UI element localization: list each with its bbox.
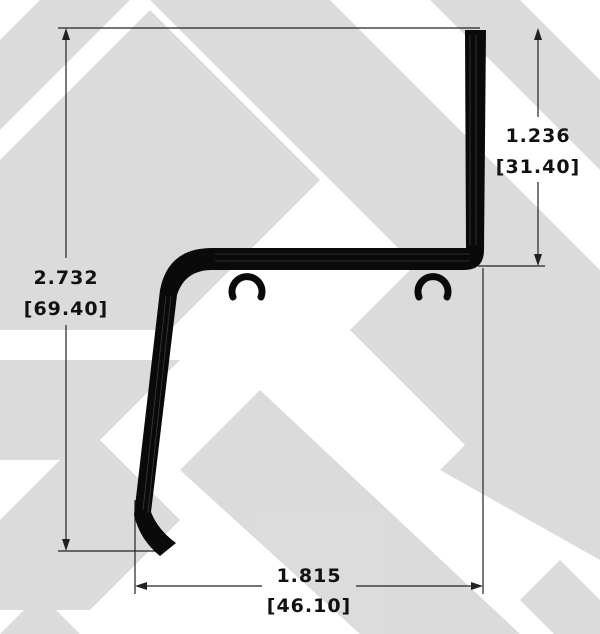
screw-boss-left xyxy=(228,273,266,301)
dim-height-upper-mm: [31.40] xyxy=(496,156,580,178)
arrow-up xyxy=(534,28,542,40)
arrow-up xyxy=(62,28,70,40)
arrowheads xyxy=(62,28,542,590)
dim-width-mm: [46.10] xyxy=(267,595,351,617)
dim-height-total-inch: 2.732 xyxy=(33,267,98,289)
dim-height-upper-inch: 1.236 xyxy=(505,125,570,147)
dim-width-inch: 1.815 xyxy=(276,565,341,587)
arrow-right xyxy=(471,582,483,590)
arrow-down xyxy=(62,539,70,551)
dim-height-total-mm: [69.40] xyxy=(24,298,108,320)
arrow-left xyxy=(135,582,147,590)
screw-boss-right xyxy=(414,273,452,301)
extrusion-profile xyxy=(134,30,486,556)
arrow-down xyxy=(534,254,542,266)
